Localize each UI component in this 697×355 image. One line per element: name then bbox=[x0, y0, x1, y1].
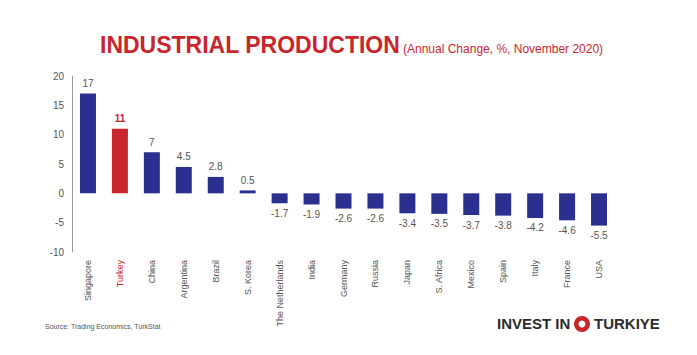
svg-text:INVEST IN: INVEST IN bbox=[497, 315, 570, 332]
svg-text:Singapore: Singapore bbox=[83, 260, 93, 301]
svg-text:China: China bbox=[147, 260, 157, 284]
svg-text:TURKIYE: TURKIYE bbox=[594, 315, 660, 332]
svg-text:-1.7: -1.7 bbox=[271, 208, 289, 219]
svg-text:-3.5: -3.5 bbox=[431, 218, 449, 229]
svg-text:Source: Trading Economics, Tur: Source: Trading Economics, TurkStat bbox=[45, 323, 161, 331]
svg-text:2.8: 2.8 bbox=[209, 161, 223, 172]
svg-text:INDUSTRIAL PRODUCTION: INDUSTRIAL PRODUCTION bbox=[100, 32, 400, 58]
svg-text:The Netherlands: The Netherlands bbox=[275, 260, 285, 327]
svg-text:-3.7: -3.7 bbox=[463, 220, 481, 231]
svg-text:20: 20 bbox=[53, 71, 65, 82]
svg-text:-1.9: -1.9 bbox=[303, 209, 321, 220]
svg-text:-4.2: -4.2 bbox=[527, 222, 545, 233]
svg-text:Japan: Japan bbox=[402, 260, 412, 285]
svg-text:Mexico: Mexico bbox=[466, 260, 476, 289]
svg-text:Spain: Spain bbox=[498, 260, 508, 283]
svg-text:Argentina: Argentina bbox=[179, 260, 189, 299]
svg-text:-2.6: -2.6 bbox=[335, 213, 353, 224]
svg-text:Turkey: Turkey bbox=[115, 260, 125, 288]
svg-text:Germany: Germany bbox=[339, 260, 349, 298]
svg-text:0.5: 0.5 bbox=[241, 175, 255, 186]
svg-text:France: France bbox=[562, 260, 572, 288]
svg-text:17: 17 bbox=[82, 78, 94, 89]
svg-text:(Annual Change, %, November 20: (Annual Change, %, November 2020) bbox=[403, 42, 603, 56]
svg-text:Italy: Italy bbox=[530, 260, 540, 277]
svg-text:-5: -5 bbox=[55, 217, 64, 228]
svg-text:11: 11 bbox=[115, 113, 126, 124]
svg-text:-10: -10 bbox=[50, 247, 65, 258]
svg-text:Russia: Russia bbox=[370, 260, 380, 288]
svg-text:0: 0 bbox=[58, 188, 64, 199]
svg-text:10: 10 bbox=[53, 129, 65, 140]
svg-text:S. Korea: S. Korea bbox=[243, 260, 253, 295]
svg-text:-3.4: -3.4 bbox=[399, 218, 417, 229]
svg-text:5: 5 bbox=[58, 159, 64, 170]
svg-text:7: 7 bbox=[149, 137, 155, 148]
svg-text:-5.5: -5.5 bbox=[590, 230, 608, 241]
svg-text:Brazil: Brazil bbox=[211, 260, 221, 283]
svg-text:S. Africa: S. Africa bbox=[434, 260, 444, 294]
svg-text:-2.6: -2.6 bbox=[367, 213, 385, 224]
svg-text:-3.8: -3.8 bbox=[495, 220, 513, 231]
svg-text:4.5: 4.5 bbox=[177, 151, 191, 162]
svg-text:India: India bbox=[307, 260, 317, 280]
svg-text:-4.6: -4.6 bbox=[558, 225, 576, 236]
svg-text:15: 15 bbox=[53, 100, 65, 111]
svg-text:USA: USA bbox=[594, 260, 604, 279]
